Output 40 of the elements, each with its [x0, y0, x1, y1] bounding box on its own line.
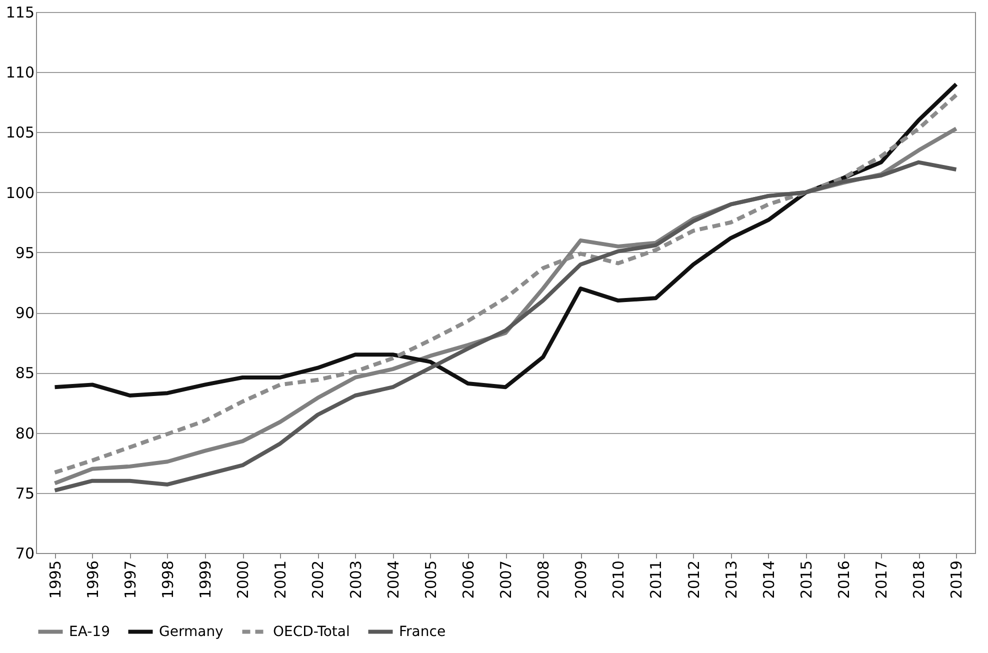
y-tick-label: 100: [6, 184, 34, 202]
x-tick-label: 2017: [872, 560, 891, 599]
x-tick-label: 2011: [647, 560, 666, 599]
x-tick-label: 1996: [84, 560, 102, 599]
x-tick-label: 2009: [572, 560, 590, 599]
x-tick-label: 2019: [948, 560, 966, 599]
y-tick-label: 75: [15, 484, 34, 502]
y-tick-label: 70: [15, 544, 34, 562]
y-tick-label: 95: [15, 244, 34, 262]
x-tick-label: 2003: [346, 560, 365, 599]
x-tick-label: 2013: [722, 560, 740, 599]
x-tick-label: 2002: [309, 560, 328, 599]
legend-label: Germany: [159, 624, 224, 640]
x-tick-label: 2007: [497, 560, 515, 599]
y-tick-label: 80: [15, 424, 34, 442]
x-tick-label: 2018: [910, 560, 928, 599]
x-tick-label: 2000: [234, 560, 252, 599]
x-tick-label: 2005: [422, 560, 440, 599]
x-tick-label: 2012: [684, 560, 703, 599]
x-tick-label: 2008: [534, 560, 553, 599]
x-tick-label: 2001: [272, 560, 290, 599]
x-tick-label: 1995: [46, 560, 64, 599]
y-tick-label: 85: [15, 364, 34, 382]
x-tick-label: 1997: [121, 560, 140, 599]
x-tick-label: 2010: [610, 560, 628, 599]
legend-label: EA-19: [69, 624, 110, 640]
x-tick-label: 2006: [459, 560, 478, 599]
x-tick-label: 2015: [797, 560, 816, 599]
y-tick-label: 105: [6, 124, 34, 142]
x-tick-label: 2004: [384, 560, 402, 599]
legend-label: France: [399, 624, 446, 640]
x-tick-label: 1998: [158, 560, 177, 599]
y-tick-label: 110: [6, 64, 34, 82]
x-tick-label: 2014: [760, 560, 778, 599]
x-tick-label: 1999: [196, 560, 215, 599]
y-tick-label: 90: [15, 304, 34, 322]
x-tick-label: 2016: [835, 560, 854, 599]
legend-label: OECD-Total: [273, 624, 350, 640]
y-tick-label: 115: [6, 4, 34, 22]
line-series: [52, 82, 958, 398]
